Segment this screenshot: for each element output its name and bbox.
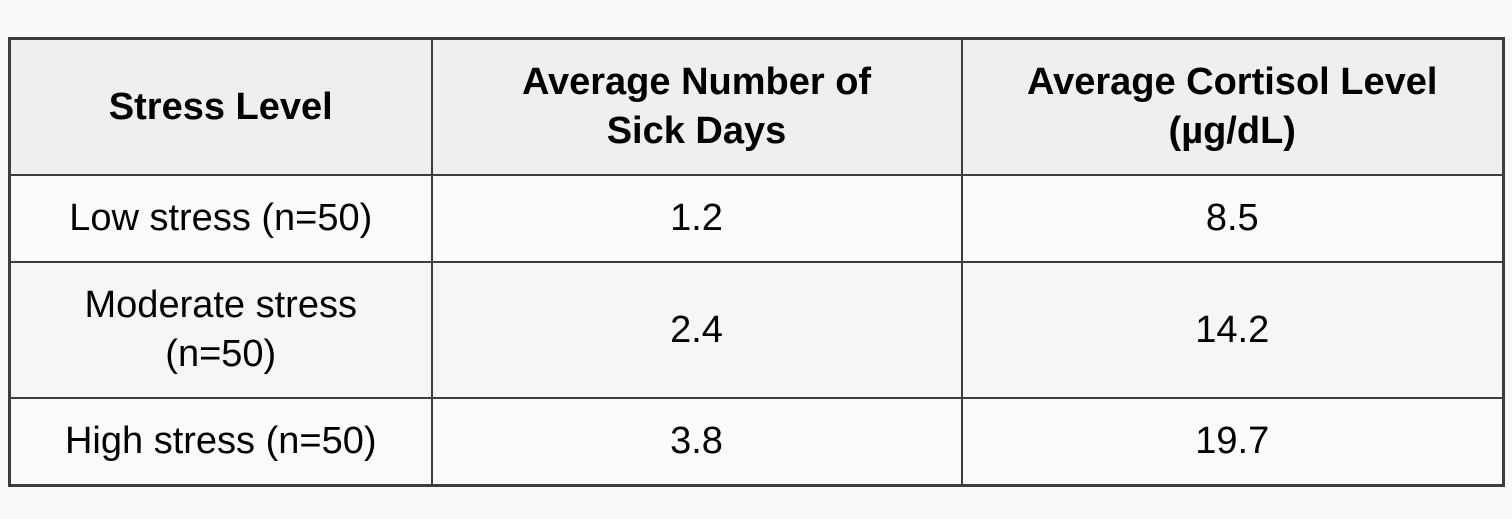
stress-level-cell: Moderate stress (n=50) (8, 261, 433, 399)
column-header-sick-days: Average Number of Sick Days (430, 37, 963, 176)
stress-study-table: Stress Level Average Number of Sick Days… (8, 37, 1505, 487)
cortisol-value: 19.7 (960, 397, 1505, 487)
sick-days-value: 2.4 (430, 261, 963, 399)
column-header-cortisol-level: Average Cortisol Level (µg/dL) (960, 37, 1505, 176)
sick-days-value: 3.8 (430, 397, 963, 487)
header-row: Stress Level Average Number of Sick Days… (8, 37, 1505, 176)
table-row-low-stress: Low stress (n=50) 1.2 8.5 (8, 174, 1505, 263)
column-header-stress-level: Stress Level (8, 37, 433, 176)
sick-days-value: 1.2 (430, 174, 963, 263)
table-row-high-stress: High stress (n=50) 3.8 19.7 (8, 397, 1505, 487)
table-row-moderate-stress: Moderate stress (n=50) 2.4 14.2 (8, 261, 1505, 399)
cortisol-value: 8.5 (960, 174, 1505, 263)
cortisol-value: 14.2 (960, 261, 1505, 399)
stress-level-cell: Low stress (n=50) (8, 174, 433, 263)
stress-level-cell: High stress (n=50) (8, 397, 433, 487)
